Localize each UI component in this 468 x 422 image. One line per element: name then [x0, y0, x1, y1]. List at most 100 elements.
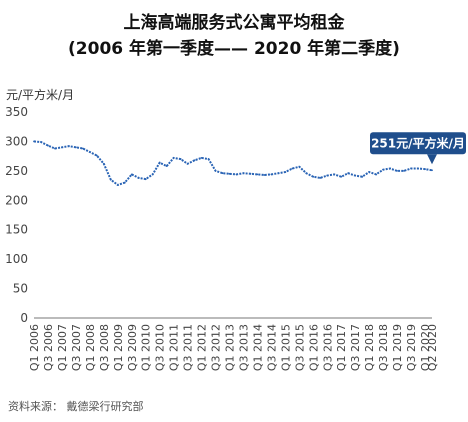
x-tick-label: Q3 2011: [182, 324, 195, 371]
data-point: [354, 174, 357, 177]
data-point: [375, 173, 378, 176]
x-tick-label: Q3 2007: [70, 324, 83, 371]
data-point: [340, 175, 343, 178]
x-tick-label: Q2 2020: [426, 324, 439, 371]
data-point: [263, 174, 266, 176]
data-point: [347, 172, 350, 175]
data-point: [144, 178, 147, 180]
data-point: [33, 140, 35, 143]
x-tick-label: Q1 2020: [419, 324, 432, 371]
x-tick-label: Q3 2015: [293, 324, 306, 371]
x-tick-label: Q1 2009: [112, 324, 125, 371]
data-point: [151, 173, 154, 176]
data-point: [389, 167, 392, 170]
data-point: [179, 158, 182, 160]
y-axis-unit-label: 元/平方米/月: [6, 88, 75, 102]
data-point: [284, 171, 287, 173]
data-point: [61, 146, 63, 149]
y-axis: 0 50 100 150 200 250 300 350: [5, 105, 28, 325]
data-point: [109, 178, 112, 181]
data-point: [130, 173, 133, 176]
data-point: [368, 171, 371, 173]
data-point: [68, 145, 70, 148]
data-point: [158, 161, 161, 164]
data-point: [221, 172, 224, 175]
x-tick-label: Q3 2018: [377, 324, 390, 371]
data-point: [305, 172, 308, 175]
data-point: [186, 162, 189, 165]
data-point: [277, 172, 280, 175]
data-point: [319, 177, 322, 179]
x-axis: Q1 2006 Q3 2006 Q1 2007 Q3 2007 Q1 2008 Q3 20…: [28, 317, 439, 371]
x-tick-label: Q1 2012: [196, 324, 209, 371]
x-tick-label: Q3 2012: [210, 324, 223, 371]
y-tick-label: 200: [5, 193, 28, 207]
series-layer: [33, 140, 433, 186]
data-point: [123, 181, 126, 184]
x-tick-label: Q1 2015: [279, 324, 292, 371]
chart-title-line1: 上海高端服务式公寓平均租金: [123, 13, 345, 33]
x-tick-label: Q1 2014: [251, 324, 264, 371]
value-callout: 251元/平方米/月: [370, 132, 466, 165]
data-point: [312, 175, 315, 178]
data-point: [81, 147, 84, 150]
data-point: [214, 169, 217, 172]
data-point: [88, 151, 91, 153]
data-point: [361, 175, 364, 178]
x-tick-label: Q1 2010: [140, 324, 153, 371]
data-point: [207, 158, 210, 160]
source-note: 资料来源： 戴德梁行研究部: [8, 400, 144, 413]
x-tick-label: Q1 2008: [84, 324, 97, 371]
y-tick-label: 250: [5, 164, 28, 178]
data-point: [47, 144, 49, 147]
data-point: [242, 172, 245, 175]
y-tick-label: 300: [5, 134, 28, 148]
data-point: [256, 173, 259, 176]
x-tick-label: Q1 2016: [307, 324, 320, 371]
x-tick-label: Q1 2017: [335, 324, 348, 371]
callout-label: 251元/平方米/月: [371, 135, 465, 150]
y-tick-label: 50: [13, 282, 28, 296]
x-tick-label: Q3 2014: [265, 324, 278, 371]
x-tick-label: Q1 2007: [56, 324, 69, 371]
data-point: [298, 165, 301, 168]
data-point: [235, 173, 238, 176]
data-point: [95, 154, 98, 157]
y-tick-label: 150: [5, 223, 28, 237]
x-tick-label: Q3 2016: [321, 324, 334, 371]
data-point: [424, 168, 426, 170]
x-tick-label: Q3 2017: [349, 324, 362, 371]
data-point: [326, 174, 329, 177]
data-point: [54, 147, 56, 150]
data-point: [228, 172, 231, 175]
x-tick-label: Q1 2006: [28, 324, 41, 371]
data-point: [102, 162, 105, 165]
data-point: [74, 146, 77, 149]
callout-box: [370, 132, 466, 155]
x-tick-label: Q3 2013: [237, 324, 250, 371]
data-point: [403, 169, 405, 172]
y-tick-label: 350: [5, 105, 28, 119]
data-point: [291, 167, 294, 170]
data-point: [270, 173, 273, 176]
data-point: [193, 159, 196, 162]
y-tick-label: 0: [20, 311, 28, 325]
data-point: [382, 168, 385, 171]
x-tick-label: Q3 2006: [42, 324, 55, 371]
x-tick-label: Q3 2008: [98, 324, 111, 371]
data-point: [417, 167, 419, 170]
data-point: [40, 141, 42, 143]
y-tick-label: 100: [5, 252, 28, 266]
x-tick-label: Q1 2013: [224, 324, 237, 371]
data-point: [165, 165, 168, 168]
data-point: [200, 157, 203, 159]
data-point: [333, 173, 336, 176]
x-tick-label: Q1 2011: [168, 324, 181, 371]
data-point: [116, 184, 119, 186]
x-tick-label: Q3 2010: [154, 324, 167, 371]
series-line: [33, 140, 433, 186]
data-point: [431, 169, 433, 172]
data-point: [172, 157, 175, 159]
